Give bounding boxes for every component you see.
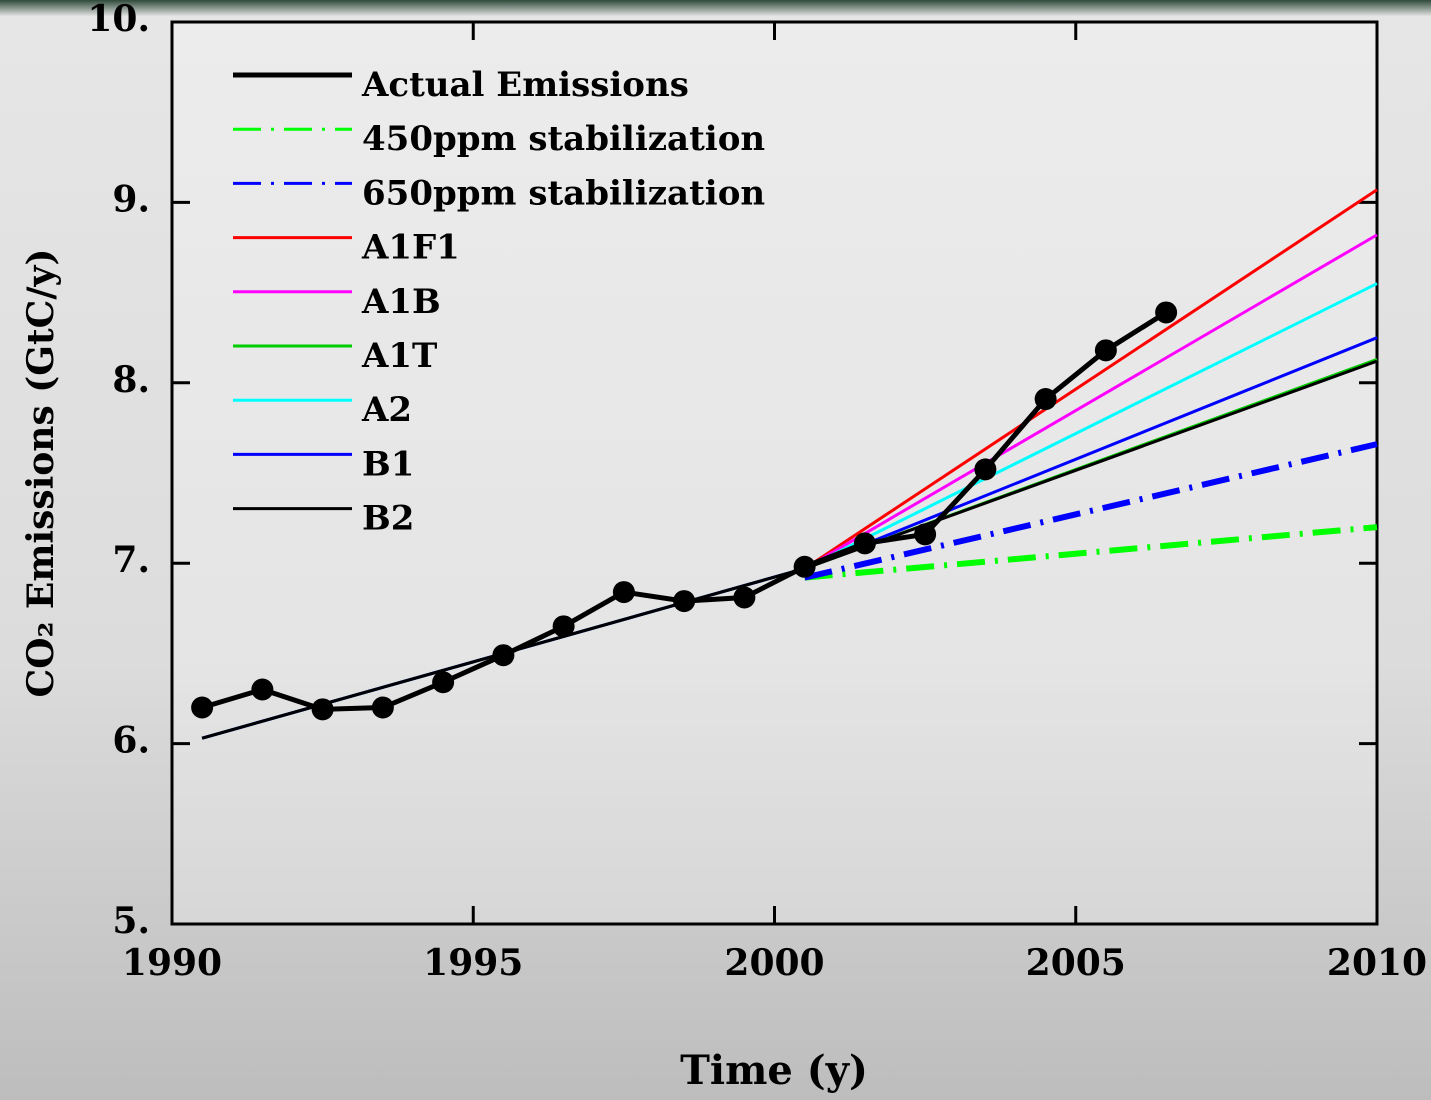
- legend-label: B1: [362, 444, 414, 484]
- data-point: [853, 532, 876, 555]
- data-point: [974, 458, 997, 481]
- y-axis-label: CO₂ Emissions (GtC/y): [20, 249, 62, 698]
- x-tick-label: 2010: [1327, 942, 1427, 984]
- data-point: [1155, 301, 1178, 324]
- legend-label: B2: [362, 499, 414, 539]
- data-point: [1094, 339, 1117, 362]
- plot-frame: [170, 20, 1379, 926]
- data-point: [673, 590, 696, 613]
- y-tick-label: 9.: [112, 178, 150, 220]
- data-point: [492, 644, 515, 667]
- x-axis-label: Time (y): [680, 1047, 868, 1094]
- legend-label: A1B: [361, 282, 441, 322]
- y-tick-label: 5.: [112, 900, 150, 942]
- x-tick-label: 2000: [724, 942, 824, 984]
- data-point: [733, 586, 756, 609]
- legend-label: 650ppm stabilization: [362, 173, 765, 213]
- legend-label: 450ppm stabilization: [362, 119, 765, 159]
- x-tick-label: 2005: [1026, 942, 1126, 984]
- data-point: [793, 555, 816, 578]
- data-point: [612, 581, 635, 604]
- data-point: [191, 696, 214, 719]
- data-point: [1034, 388, 1057, 411]
- data-point: [552, 615, 575, 638]
- legend-label: A1F1: [361, 228, 460, 268]
- data-point: [914, 523, 937, 546]
- legend-label: Actual Emissions: [361, 65, 689, 105]
- y-tick-label: 7.: [112, 539, 150, 581]
- data-point: [251, 678, 274, 701]
- legend-label: A1T: [361, 336, 437, 376]
- y-tick-label: 10.: [87, 0, 150, 40]
- series-line: [804, 524, 1378, 581]
- data-point: [371, 696, 394, 719]
- x-tick-label: 1990: [122, 942, 222, 984]
- series-line: [803, 441, 1378, 581]
- y-tick-label: 8.: [112, 359, 150, 401]
- y-tick-label: 6.: [112, 720, 150, 762]
- data-point: [432, 671, 455, 694]
- legend-label: A2: [361, 390, 412, 430]
- data-point: [311, 698, 334, 721]
- x-tick-label: 1995: [423, 942, 523, 984]
